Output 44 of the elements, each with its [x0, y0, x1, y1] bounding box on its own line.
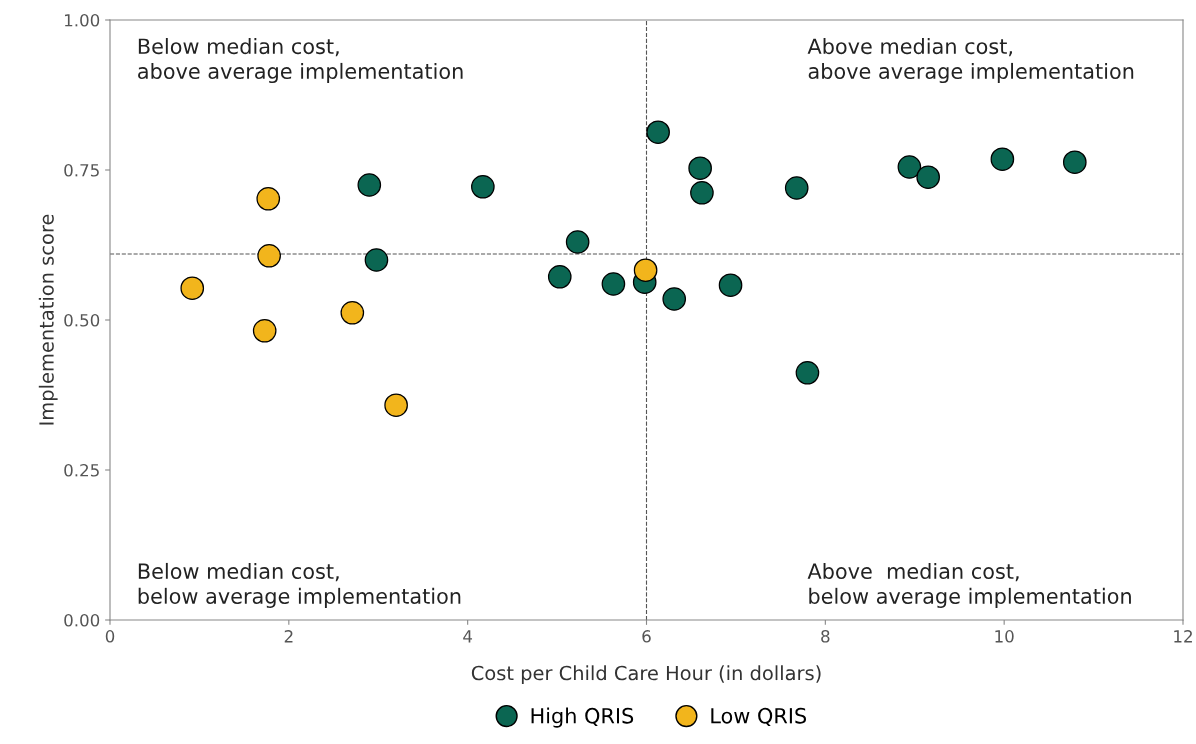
point [690, 180, 714, 205]
point [257, 243, 281, 268]
point [718, 273, 743, 298]
point [1062, 150, 1087, 175]
y-tick-label: 1.00 [65, 13, 100, 27]
x-tick-label: 0 [105, 630, 115, 643]
y-tick-label: 0.00 [64, 613, 100, 627]
x-tick-label: 6 [642, 630, 651, 643]
x-tick-label: 2 [284, 630, 293, 643]
point [633, 258, 658, 283]
point [256, 186, 281, 211]
x-axis-title: Cost per Child Care Hour (in dollars) [471, 665, 821, 685]
point [990, 147, 1015, 172]
x-tick-label: 4 [463, 630, 473, 643]
point [471, 174, 495, 199]
point [646, 120, 670, 145]
annotation: Above median cost, above average implementation [807, 38, 1134, 84]
x-tick-label: 12 [1174, 630, 1192, 643]
point [897, 155, 922, 179]
x-tick-label: 10 [995, 630, 1014, 643]
point [565, 230, 590, 254]
point [364, 248, 389, 272]
annotation: Below median cost, above average implementation [138, 38, 463, 84]
annotation: Above median cost, below average implementation [807, 562, 1131, 608]
legend-label: High QRIS [531, 707, 634, 728]
point [384, 393, 408, 418]
point [601, 272, 626, 296]
point [795, 360, 820, 385]
y-axis-title: Implementation score [38, 214, 58, 425]
point [252, 318, 277, 343]
point [916, 165, 940, 190]
point [688, 156, 712, 181]
point [180, 276, 205, 301]
point [662, 287, 687, 311]
point [357, 173, 382, 197]
point [784, 176, 809, 200]
y-tick-label: 0.75 [64, 163, 99, 177]
y-tick-label: 0.50 [64, 313, 100, 327]
x-tick-label: 8 [821, 630, 830, 643]
point [340, 300, 365, 325]
point [547, 264, 572, 289]
legend-label: Low QRIS [711, 707, 807, 727]
annotation: Below median cost, below average implementation [138, 562, 461, 608]
y-tick-label: 0.25 [64, 463, 99, 477]
